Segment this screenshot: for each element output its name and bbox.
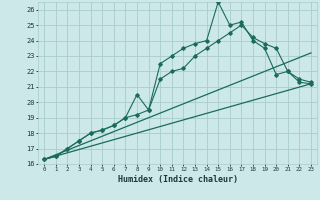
X-axis label: Humidex (Indice chaleur): Humidex (Indice chaleur) bbox=[118, 175, 238, 184]
